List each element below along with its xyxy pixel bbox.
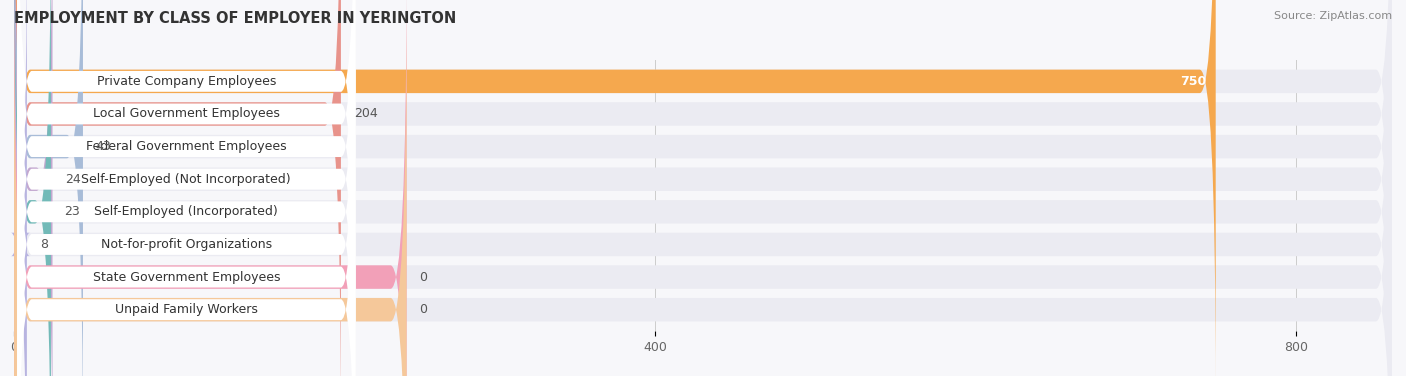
Text: 8: 8 <box>39 238 48 251</box>
Text: Not-for-profit Organizations: Not-for-profit Organizations <box>101 238 271 251</box>
Text: State Government Employees: State Government Employees <box>93 271 280 284</box>
FancyBboxPatch shape <box>14 0 1392 376</box>
Text: 0: 0 <box>419 271 427 284</box>
Text: 24: 24 <box>65 173 82 186</box>
FancyBboxPatch shape <box>14 0 1392 376</box>
FancyBboxPatch shape <box>14 0 406 376</box>
FancyBboxPatch shape <box>14 0 1216 376</box>
Text: Self-Employed (Incorporated): Self-Employed (Incorporated) <box>94 205 278 218</box>
FancyBboxPatch shape <box>14 0 406 376</box>
Text: 43: 43 <box>96 140 111 153</box>
FancyBboxPatch shape <box>14 0 83 376</box>
Text: Self-Employed (Not Incorporated): Self-Employed (Not Incorporated) <box>82 173 291 186</box>
Text: Local Government Employees: Local Government Employees <box>93 108 280 120</box>
FancyBboxPatch shape <box>17 0 356 376</box>
Text: Private Company Employees: Private Company Employees <box>97 75 276 88</box>
Text: 0: 0 <box>419 303 427 316</box>
FancyBboxPatch shape <box>17 0 356 376</box>
FancyBboxPatch shape <box>14 0 1392 376</box>
Text: Federal Government Employees: Federal Government Employees <box>86 140 287 153</box>
FancyBboxPatch shape <box>14 0 340 376</box>
FancyBboxPatch shape <box>14 0 1392 376</box>
Text: 204: 204 <box>354 108 377 120</box>
FancyBboxPatch shape <box>17 0 356 376</box>
FancyBboxPatch shape <box>14 0 1392 376</box>
FancyBboxPatch shape <box>14 0 52 376</box>
FancyBboxPatch shape <box>17 0 356 376</box>
FancyBboxPatch shape <box>14 0 1392 376</box>
Text: 23: 23 <box>63 205 80 218</box>
FancyBboxPatch shape <box>17 0 356 376</box>
FancyBboxPatch shape <box>11 0 30 376</box>
Text: Source: ZipAtlas.com: Source: ZipAtlas.com <box>1274 11 1392 21</box>
FancyBboxPatch shape <box>14 0 1392 376</box>
FancyBboxPatch shape <box>14 0 51 376</box>
Text: EMPLOYMENT BY CLASS OF EMPLOYER IN YERINGTON: EMPLOYMENT BY CLASS OF EMPLOYER IN YERIN… <box>14 11 457 26</box>
Text: Unpaid Family Workers: Unpaid Family Workers <box>115 303 257 316</box>
FancyBboxPatch shape <box>17 0 356 364</box>
FancyBboxPatch shape <box>14 0 1392 376</box>
FancyBboxPatch shape <box>17 27 356 376</box>
FancyBboxPatch shape <box>17 0 356 376</box>
Text: 750: 750 <box>1180 75 1206 88</box>
